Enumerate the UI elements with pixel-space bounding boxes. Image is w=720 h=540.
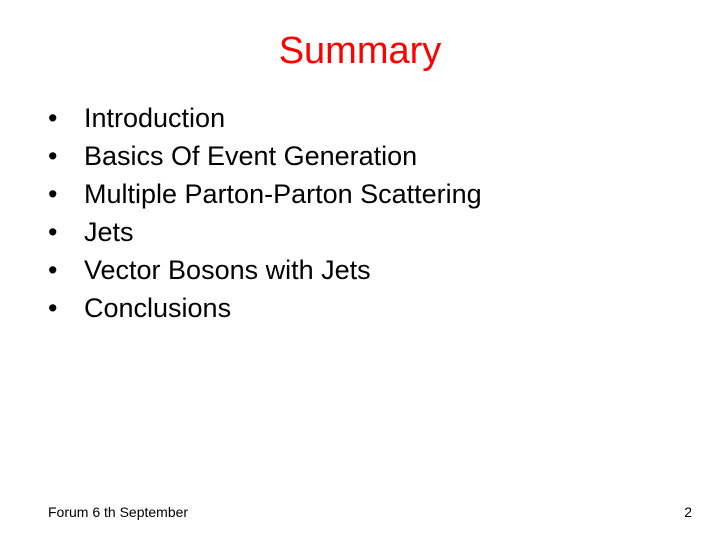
bullet-text: Multiple Parton-Parton Scattering — [84, 179, 482, 210]
bullet-text: Jets — [84, 217, 134, 248]
bullet-item: •Basics Of Event Generation — [48, 141, 720, 172]
bullet-item: •Jets — [48, 217, 720, 248]
slide-title: Summary — [0, 0, 720, 73]
content-area: •Introduction•Basics Of Event Generation… — [0, 73, 720, 324]
bullet-list: •Introduction•Basics Of Event Generation… — [48, 103, 720, 324]
bullet-marker: • — [48, 103, 84, 134]
bullet-item: •Conclusions — [48, 293, 720, 324]
bullet-marker: • — [48, 293, 84, 324]
bullet-item: •Introduction — [48, 103, 720, 134]
bullet-text: Introduction — [84, 103, 225, 134]
footer: Forum 6 th September 2 — [0, 504, 720, 520]
footer-page-number: 2 — [684, 504, 692, 520]
bullet-text: Vector Bosons with Jets — [84, 255, 371, 286]
bullet-marker: • — [48, 179, 84, 210]
footer-left: Forum 6 th September — [48, 504, 188, 520]
bullet-marker: • — [48, 255, 84, 286]
bullet-text: Conclusions — [84, 293, 231, 324]
bullet-item: •Vector Bosons with Jets — [48, 255, 720, 286]
bullet-marker: • — [48, 217, 84, 248]
bullet-item: •Multiple Parton-Parton Scattering — [48, 179, 720, 210]
bullet-marker: • — [48, 141, 84, 172]
bullet-text: Basics Of Event Generation — [84, 141, 417, 172]
